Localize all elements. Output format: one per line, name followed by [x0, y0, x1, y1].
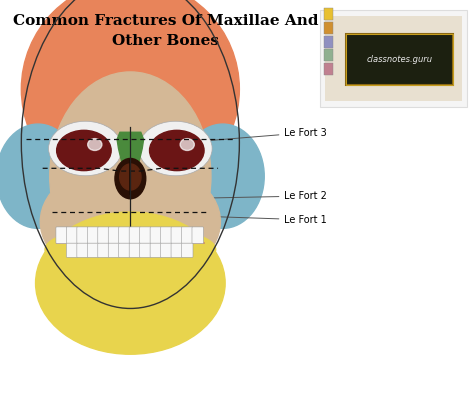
FancyBboxPatch shape: [171, 227, 182, 244]
FancyBboxPatch shape: [129, 227, 141, 244]
FancyBboxPatch shape: [182, 243, 193, 257]
Ellipse shape: [0, 124, 80, 228]
FancyBboxPatch shape: [140, 227, 151, 244]
FancyBboxPatch shape: [140, 243, 151, 257]
Text: Le Fort 1: Le Fort 1: [192, 215, 327, 225]
Bar: [324, 8, 333, 20]
FancyBboxPatch shape: [66, 227, 78, 244]
FancyBboxPatch shape: [171, 243, 182, 257]
FancyBboxPatch shape: [98, 243, 109, 257]
Bar: [346, 34, 453, 85]
FancyBboxPatch shape: [150, 227, 162, 244]
Bar: [324, 50, 333, 61]
Ellipse shape: [138, 121, 212, 176]
Bar: [346, 34, 453, 85]
FancyBboxPatch shape: [150, 243, 162, 257]
FancyBboxPatch shape: [87, 227, 99, 244]
FancyBboxPatch shape: [56, 227, 67, 244]
Text: Le Fort 3: Le Fort 3: [211, 128, 327, 140]
Text: Le Fort 2: Le Fort 2: [211, 191, 327, 201]
Ellipse shape: [115, 158, 146, 199]
Ellipse shape: [31, 76, 230, 209]
Ellipse shape: [149, 130, 204, 171]
Ellipse shape: [50, 72, 211, 280]
Bar: [320, 10, 467, 107]
FancyBboxPatch shape: [192, 227, 203, 244]
FancyBboxPatch shape: [118, 243, 130, 257]
Text: Other Bones: Other Bones: [112, 34, 219, 48]
FancyBboxPatch shape: [66, 243, 78, 257]
Bar: [324, 63, 333, 75]
Ellipse shape: [88, 139, 102, 150]
Bar: [324, 22, 333, 34]
FancyBboxPatch shape: [77, 227, 88, 244]
Bar: [324, 36, 333, 48]
FancyBboxPatch shape: [77, 243, 88, 257]
FancyBboxPatch shape: [129, 243, 141, 257]
FancyBboxPatch shape: [182, 227, 193, 244]
Text: Common Fractures Of Maxillae And: Common Fractures Of Maxillae And: [13, 14, 319, 28]
FancyBboxPatch shape: [87, 243, 99, 257]
Ellipse shape: [180, 139, 194, 150]
Polygon shape: [117, 132, 144, 169]
FancyBboxPatch shape: [108, 227, 120, 244]
Bar: [325, 16, 462, 101]
Ellipse shape: [40, 160, 220, 284]
FancyBboxPatch shape: [108, 243, 120, 257]
FancyBboxPatch shape: [161, 227, 172, 244]
FancyBboxPatch shape: [98, 227, 109, 244]
Ellipse shape: [181, 124, 264, 228]
Ellipse shape: [45, 226, 216, 273]
FancyBboxPatch shape: [161, 243, 172, 257]
Ellipse shape: [120, 164, 141, 190]
Ellipse shape: [49, 121, 122, 176]
Text: classnotes.guru: classnotes.guru: [366, 55, 432, 64]
Ellipse shape: [36, 212, 225, 354]
FancyBboxPatch shape: [118, 227, 130, 244]
Ellipse shape: [57, 130, 111, 171]
Ellipse shape: [21, 0, 239, 198]
